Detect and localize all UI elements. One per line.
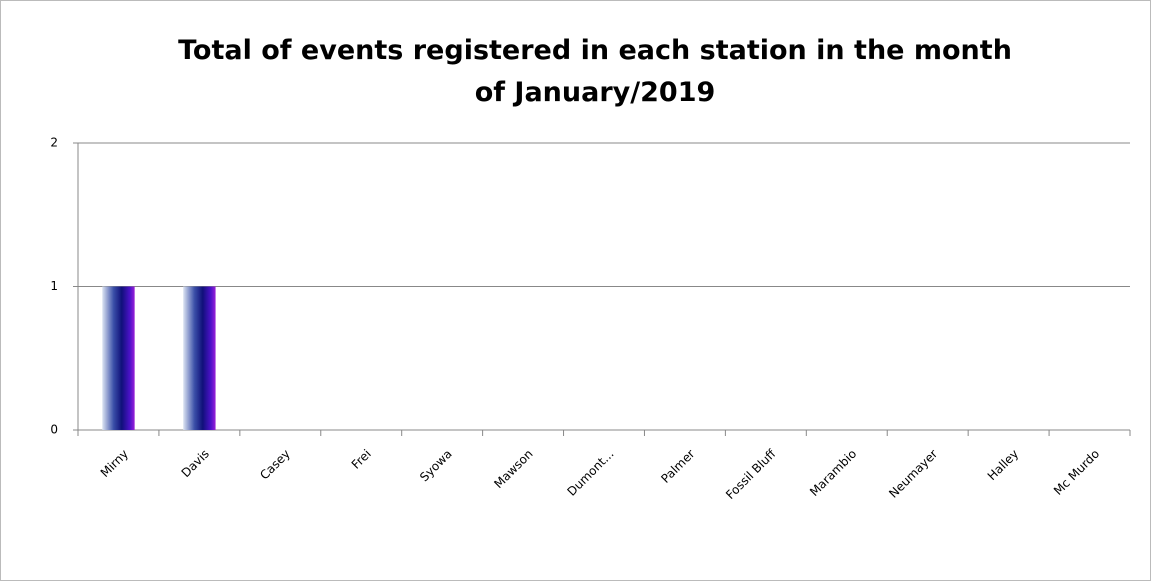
x-tick-label: Davis <box>179 447 212 480</box>
chart-title: Total of events registered in each stati… <box>178 35 1012 108</box>
x-tick-label: Fossil Bluff <box>723 446 779 502</box>
x-tick-label: Dumont... <box>565 447 617 499</box>
x-tick-label: Frei <box>349 447 374 472</box>
y-tick-label: 1 <box>50 279 58 293</box>
x-tick-label: Mc Murdo <box>1051 447 1102 498</box>
x-tick-label: Halley <box>985 447 1021 483</box>
x-tick-label: Mawson <box>491 447 535 491</box>
bar <box>183 286 216 430</box>
x-tick-label: Syowa <box>417 447 455 485</box>
x-tick-label: Mirny <box>98 447 131 480</box>
x-tick-label: Casey <box>257 447 293 483</box>
bar <box>102 286 135 430</box>
y-tick-label: 0 <box>50 423 58 437</box>
x-tick-label: Palmer <box>658 447 697 486</box>
y-tick-label: 2 <box>50 136 58 150</box>
x-tick-label: Neumayer <box>886 447 940 501</box>
x-tick-label: Marambio <box>807 447 859 499</box>
